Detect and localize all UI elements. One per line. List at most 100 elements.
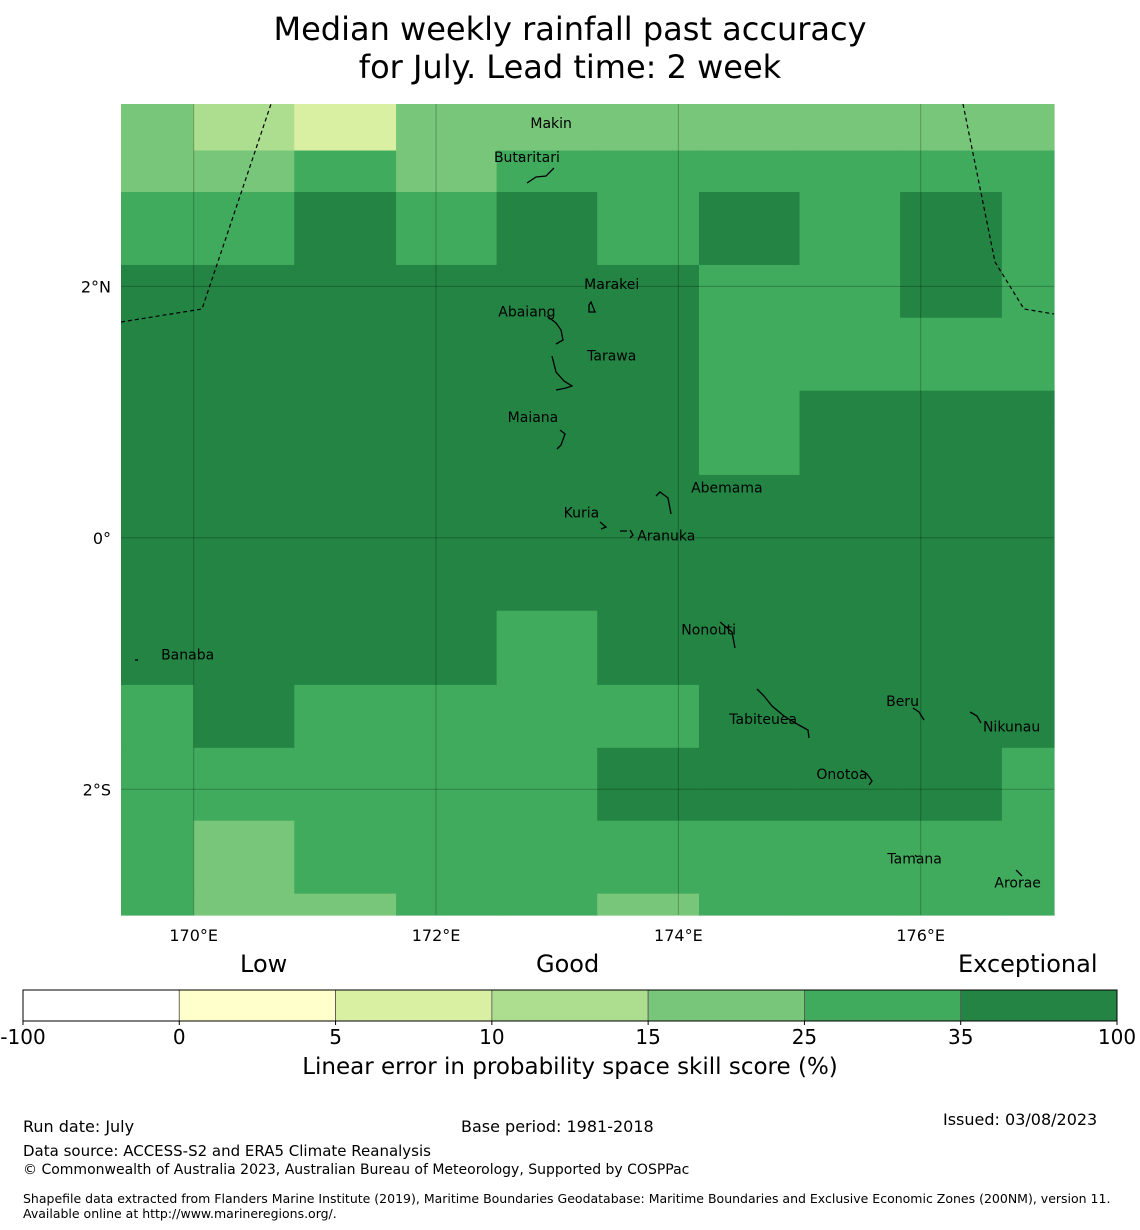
coast-aranuka xyxy=(620,529,634,539)
eez-boundary-east xyxy=(962,103,1055,315)
grid-cell xyxy=(396,610,498,686)
coast-tarawa xyxy=(551,355,574,391)
coast-butaritari xyxy=(526,167,555,184)
legend-word-low: Low xyxy=(240,950,288,978)
grid-cell xyxy=(799,610,901,686)
grid-cell xyxy=(597,684,700,749)
grid-cell xyxy=(294,192,397,266)
grid-cell xyxy=(799,747,901,822)
coast-tamana xyxy=(914,854,918,858)
grid-cell xyxy=(121,684,195,749)
island-label-butaritari: Butaritari xyxy=(494,150,560,166)
grid-cell xyxy=(193,474,295,529)
grid-cell xyxy=(121,474,195,529)
grid-cell xyxy=(121,264,195,319)
title-line-1: Median weekly rainfall past accuracy xyxy=(273,10,867,48)
colorbar-tick-label: 5 xyxy=(329,1025,342,1049)
grid-cell xyxy=(799,474,901,529)
grid-cell xyxy=(698,150,801,193)
grid-cell xyxy=(496,390,598,423)
chart-title: Median weekly rainfall past accuracy for… xyxy=(0,10,1140,86)
grid-cell xyxy=(193,192,295,266)
grid-cell xyxy=(121,422,195,476)
grid-cell xyxy=(396,264,498,319)
grid-cell xyxy=(698,192,801,266)
island-label-aranuka: Aranuka xyxy=(637,528,695,544)
grid-cell xyxy=(597,747,700,822)
lon-tick-label: 172°E xyxy=(412,926,461,945)
data-source: Data source: ACCESS-S2 and ERA5 Climate … xyxy=(23,1142,431,1160)
coast-abemama xyxy=(655,491,672,515)
grid-cell xyxy=(597,150,700,193)
grid-cell xyxy=(121,527,195,612)
grid-cell xyxy=(900,317,1003,392)
issued-date: Issued: 03/08/2023 xyxy=(943,1110,1098,1129)
grid-cell xyxy=(597,317,700,392)
grid-cell xyxy=(1001,150,1055,193)
lat-tick-label: 2°N xyxy=(81,277,111,296)
grid-cell xyxy=(900,192,1003,266)
colorbar-tick-label: 35 xyxy=(948,1025,973,1049)
colorbar-segment xyxy=(335,989,493,1022)
grid-cell xyxy=(121,192,195,266)
island-label-abemama: Abemama xyxy=(691,480,763,496)
grid-cell xyxy=(294,610,397,686)
grid-cell xyxy=(121,150,195,193)
grid-cell xyxy=(900,820,1003,895)
grid-cell xyxy=(396,422,498,476)
grid-cell xyxy=(396,527,498,612)
coast-kuria xyxy=(599,521,608,530)
grid-cell xyxy=(698,820,801,895)
grid-cell xyxy=(698,474,801,529)
grid-cell xyxy=(294,264,397,319)
grid-cell xyxy=(496,893,598,916)
grid-cell xyxy=(1001,610,1055,686)
lon-tick-label: 170°E xyxy=(169,926,218,945)
coast-abaiang xyxy=(546,315,564,345)
grid-cell xyxy=(294,104,397,152)
grid-cell xyxy=(121,390,195,423)
grid-cell xyxy=(799,893,901,916)
grid-cell xyxy=(496,820,598,895)
grid-cell xyxy=(597,104,700,152)
grid-cell xyxy=(1001,747,1055,822)
grid-cell xyxy=(597,422,700,476)
grid-cell xyxy=(597,610,700,686)
colorbar-label: Linear error in probability space skill … xyxy=(302,1054,838,1080)
coast-onotoa xyxy=(860,769,873,786)
grid-cell xyxy=(1001,422,1055,476)
grid-cell xyxy=(396,192,498,266)
grid-cell xyxy=(799,422,901,476)
grid-cell xyxy=(900,422,1003,476)
grid-cell xyxy=(1001,820,1055,895)
grid-cell xyxy=(193,150,295,193)
grid-cell xyxy=(121,820,195,895)
grid-cell xyxy=(900,610,1003,686)
island-label-maiana: Maiana xyxy=(508,410,559,426)
grid-cell xyxy=(799,390,901,423)
island-label-arorae: Arorae xyxy=(994,875,1041,891)
grid-cell xyxy=(193,820,295,895)
lat-tick-label: 0° xyxy=(93,529,111,548)
island-label-abaiang: Abaiang xyxy=(498,304,555,320)
island-label-makin: Makin xyxy=(530,116,572,132)
title-line-2: for July. Lead time: 2 week xyxy=(358,48,782,86)
grid-cell xyxy=(900,527,1003,612)
grid-cell xyxy=(294,474,397,529)
island-label-tamana: Tamana xyxy=(886,851,941,867)
grid-cell xyxy=(496,684,598,749)
eez-boundary-west xyxy=(120,103,272,323)
grid-cell xyxy=(1001,264,1055,319)
coast-arorae xyxy=(1015,869,1023,877)
coast-beru xyxy=(912,707,925,721)
grid-cell xyxy=(900,747,1003,822)
island-label-kuria: Kuria xyxy=(564,506,600,522)
grid-cell xyxy=(1001,684,1055,749)
grid-cell xyxy=(900,684,1003,749)
grid-cell xyxy=(597,474,700,529)
colorbar-tick-label: 25 xyxy=(792,1025,817,1049)
grid-cell xyxy=(396,893,498,916)
grid-cell xyxy=(799,192,901,266)
grid-cell xyxy=(597,390,700,423)
